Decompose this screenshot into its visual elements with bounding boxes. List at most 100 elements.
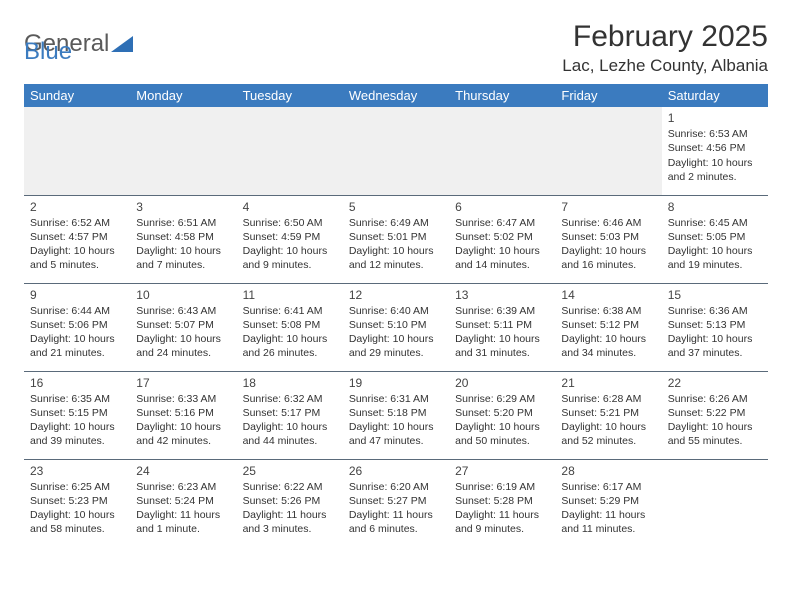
sunset-text: Sunset: 5:01 PM	[349, 230, 443, 244]
day-number: 24	[136, 463, 230, 479]
sunrise-text: Sunrise: 6:52 AM	[30, 216, 124, 230]
sunrise-text: Sunrise: 6:40 AM	[349, 304, 443, 318]
sunset-text: Sunset: 5:05 PM	[668, 230, 762, 244]
weekday-header: Saturday	[662, 84, 768, 107]
daylight-text: Daylight: 10 hours and 55 minutes.	[668, 420, 762, 448]
logo-line2: Blue	[24, 38, 72, 66]
sunrise-text: Sunrise: 6:45 AM	[668, 216, 762, 230]
calendar-day-cell: 17Sunrise: 6:33 AMSunset: 5:16 PMDayligh…	[130, 371, 236, 459]
calendar-day-cell: 13Sunrise: 6:39 AMSunset: 5:11 PMDayligh…	[449, 283, 555, 371]
sunrise-text: Sunrise: 6:36 AM	[668, 304, 762, 318]
day-number: 1	[668, 110, 762, 126]
day-number: 13	[455, 287, 549, 303]
calendar-day-cell	[662, 459, 768, 547]
sunrise-text: Sunrise: 6:47 AM	[455, 216, 549, 230]
daylight-text: Daylight: 10 hours and 52 minutes.	[561, 420, 655, 448]
sunrise-text: Sunrise: 6:17 AM	[561, 480, 655, 494]
calendar-day-cell: 16Sunrise: 6:35 AMSunset: 5:15 PMDayligh…	[24, 371, 130, 459]
calendar-week-row: 23Sunrise: 6:25 AMSunset: 5:23 PMDayligh…	[24, 459, 768, 547]
calendar-day-cell	[343, 107, 449, 195]
day-number: 5	[349, 199, 443, 215]
sunset-text: Sunset: 5:16 PM	[136, 406, 230, 420]
calendar-day-cell: 9Sunrise: 6:44 AMSunset: 5:06 PMDaylight…	[24, 283, 130, 371]
day-number: 28	[561, 463, 655, 479]
calendar-day-cell: 21Sunrise: 6:28 AMSunset: 5:21 PMDayligh…	[555, 371, 661, 459]
sunset-text: Sunset: 5:22 PM	[668, 406, 762, 420]
sunset-text: Sunset: 5:20 PM	[455, 406, 549, 420]
calendar-week-row: 1Sunrise: 6:53 AMSunset: 4:56 PMDaylight…	[24, 107, 768, 195]
sunset-text: Sunset: 4:56 PM	[668, 141, 762, 155]
day-number: 23	[30, 463, 124, 479]
weekday-header: Monday	[130, 84, 236, 107]
calendar-day-cell: 6Sunrise: 6:47 AMSunset: 5:02 PMDaylight…	[449, 195, 555, 283]
calendar-day-cell: 3Sunrise: 6:51 AMSunset: 4:58 PMDaylight…	[130, 195, 236, 283]
sunrise-text: Sunrise: 6:35 AM	[30, 392, 124, 406]
day-number: 2	[30, 199, 124, 215]
day-number: 10	[136, 287, 230, 303]
sunset-text: Sunset: 5:15 PM	[30, 406, 124, 420]
sunset-text: Sunset: 4:57 PM	[30, 230, 124, 244]
sunset-text: Sunset: 5:10 PM	[349, 318, 443, 332]
calendar-day-cell: 28Sunrise: 6:17 AMSunset: 5:29 PMDayligh…	[555, 459, 661, 547]
sunrise-text: Sunrise: 6:32 AM	[243, 392, 337, 406]
calendar-day-cell: 25Sunrise: 6:22 AMSunset: 5:26 PMDayligh…	[237, 459, 343, 547]
day-number: 3	[136, 199, 230, 215]
daylight-text: Daylight: 10 hours and 12 minutes.	[349, 244, 443, 272]
calendar-day-cell	[237, 107, 343, 195]
weekday-header: Sunday	[24, 84, 130, 107]
day-number: 7	[561, 199, 655, 215]
daylight-text: Daylight: 10 hours and 19 minutes.	[668, 244, 762, 272]
day-number: 25	[243, 463, 337, 479]
daylight-text: Daylight: 11 hours and 9 minutes.	[455, 508, 549, 536]
daylight-text: Daylight: 10 hours and 58 minutes.	[30, 508, 124, 536]
calendar-day-cell: 19Sunrise: 6:31 AMSunset: 5:18 PMDayligh…	[343, 371, 449, 459]
daylight-text: Daylight: 10 hours and 42 minutes.	[136, 420, 230, 448]
title-block: February 2025 Lac, Lezhe County, Albania	[562, 20, 768, 76]
sunset-text: Sunset: 5:06 PM	[30, 318, 124, 332]
sunrise-text: Sunrise: 6:43 AM	[136, 304, 230, 318]
calendar-week-row: 16Sunrise: 6:35 AMSunset: 5:15 PMDayligh…	[24, 371, 768, 459]
sunset-text: Sunset: 5:23 PM	[30, 494, 124, 508]
sunset-text: Sunset: 5:08 PM	[243, 318, 337, 332]
sunset-text: Sunset: 5:26 PM	[243, 494, 337, 508]
page-header: General February 2025 Lac, Lezhe County,…	[24, 20, 768, 76]
sunrise-text: Sunrise: 6:20 AM	[349, 480, 443, 494]
sunrise-text: Sunrise: 6:51 AM	[136, 216, 230, 230]
sunset-text: Sunset: 5:17 PM	[243, 406, 337, 420]
calendar-day-cell: 14Sunrise: 6:38 AMSunset: 5:12 PMDayligh…	[555, 283, 661, 371]
sunset-text: Sunset: 5:13 PM	[668, 318, 762, 332]
calendar-day-cell: 10Sunrise: 6:43 AMSunset: 5:07 PMDayligh…	[130, 283, 236, 371]
sunset-text: Sunset: 5:29 PM	[561, 494, 655, 508]
daylight-text: Daylight: 11 hours and 1 minute.	[136, 508, 230, 536]
sunset-text: Sunset: 5:12 PM	[561, 318, 655, 332]
daylight-text: Daylight: 11 hours and 11 minutes.	[561, 508, 655, 536]
sunset-text: Sunset: 5:21 PM	[561, 406, 655, 420]
sunrise-text: Sunrise: 6:53 AM	[668, 127, 762, 141]
daylight-text: Daylight: 10 hours and 21 minutes.	[30, 332, 124, 360]
calendar-week-row: 9Sunrise: 6:44 AMSunset: 5:06 PMDaylight…	[24, 283, 768, 371]
sunrise-text: Sunrise: 6:23 AM	[136, 480, 230, 494]
weekday-header: Wednesday	[343, 84, 449, 107]
calendar-page: General February 2025 Lac, Lezhe County,…	[0, 0, 792, 567]
calendar-day-cell: 20Sunrise: 6:29 AMSunset: 5:20 PMDayligh…	[449, 371, 555, 459]
calendar-day-cell: 7Sunrise: 6:46 AMSunset: 5:03 PMDaylight…	[555, 195, 661, 283]
calendar-day-cell: 27Sunrise: 6:19 AMSunset: 5:28 PMDayligh…	[449, 459, 555, 547]
sunrise-text: Sunrise: 6:29 AM	[455, 392, 549, 406]
sunrise-text: Sunrise: 6:28 AM	[561, 392, 655, 406]
sunrise-text: Sunrise: 6:26 AM	[668, 392, 762, 406]
daylight-text: Daylight: 10 hours and 9 minutes.	[243, 244, 337, 272]
daylight-text: Daylight: 10 hours and 34 minutes.	[561, 332, 655, 360]
day-number: 8	[668, 199, 762, 215]
calendar-day-cell: 11Sunrise: 6:41 AMSunset: 5:08 PMDayligh…	[237, 283, 343, 371]
day-number: 14	[561, 287, 655, 303]
daylight-text: Daylight: 10 hours and 50 minutes.	[455, 420, 549, 448]
day-number: 17	[136, 375, 230, 391]
sunset-text: Sunset: 5:27 PM	[349, 494, 443, 508]
daylight-text: Daylight: 10 hours and 39 minutes.	[30, 420, 124, 448]
sunrise-text: Sunrise: 6:41 AM	[243, 304, 337, 318]
day-number: 22	[668, 375, 762, 391]
sunset-text: Sunset: 4:59 PM	[243, 230, 337, 244]
sunrise-text: Sunrise: 6:38 AM	[561, 304, 655, 318]
daylight-text: Daylight: 10 hours and 16 minutes.	[561, 244, 655, 272]
day-number: 16	[30, 375, 124, 391]
